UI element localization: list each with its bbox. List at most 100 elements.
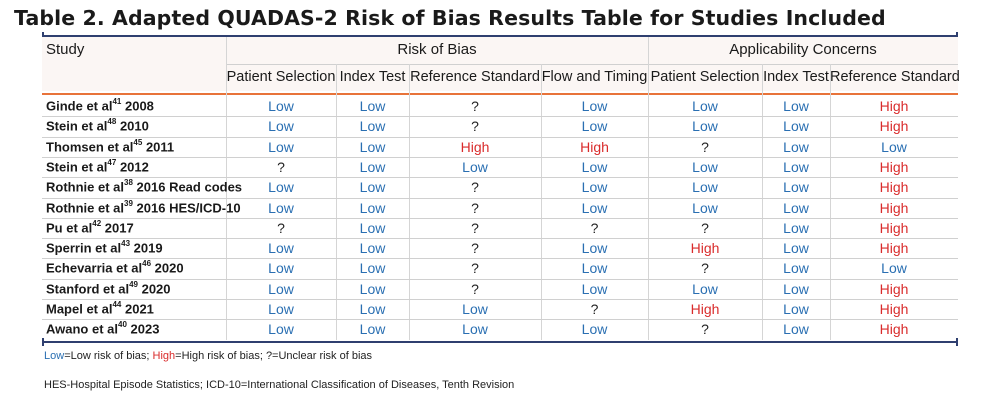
rating-cell: Low [783, 98, 809, 114]
header-subdivider [226, 64, 958, 65]
study-author: Pu et al [46, 220, 93, 236]
study-author: Stein et al [46, 118, 108, 134]
rating-cell: Low [581, 199, 608, 216]
study-year: 2016 Read codes [132, 179, 243, 195]
rating-cell: Low [692, 98, 718, 114]
rating-cell: ? [471, 199, 479, 216]
row-divider [42, 258, 958, 260]
study-name: Sperrin et al43 2019 [46, 239, 163, 256]
rating-cell: ? [701, 321, 709, 338]
row-divider [42, 299, 958, 300]
reference-number: 49 [129, 279, 138, 289]
rating-cell: Low [268, 321, 294, 338]
rating-cell: Low [462, 158, 488, 175]
rating-cell: Low [359, 321, 386, 338]
study-author: Rothnie et al [46, 199, 125, 215]
study-year: 2020 [151, 260, 184, 276]
rating-cell: Low [462, 301, 488, 317]
rating-cell: ? [701, 138, 709, 155]
study-author: Echevarria et al [46, 260, 143, 276]
study-year: 2021 [121, 301, 154, 317]
header-separator [42, 93, 958, 95]
rating-cell: Low [692, 118, 718, 135]
study-author: Mapel et al [46, 301, 113, 317]
column-divider [409, 64, 410, 340]
column-divider [648, 37, 649, 340]
rating-cell: Low [783, 219, 809, 236]
study-author: Stanford et al [46, 281, 130, 297]
rating-cell: Low [783, 260, 809, 277]
rating-cell: ? [590, 301, 599, 317]
rating-cell: ? [701, 219, 709, 236]
rating-cell: High [690, 301, 720, 317]
study-name: Rothnie et al39 2016 HES/ICD-10 [46, 199, 241, 215]
rating-cell: Low [881, 260, 907, 277]
rating-cell: Low [692, 158, 718, 175]
study-author: Rothnie et al [46, 179, 125, 195]
rating-cell: ? [277, 158, 285, 175]
study-author: Sperrin et al [46, 240, 122, 256]
rating-cell: Low [268, 138, 294, 155]
rating-cell: Low [783, 138, 809, 155]
reference-number: 46 [142, 259, 152, 269]
rating-cell: ? [471, 219, 479, 236]
rating-cell: Low [783, 240, 809, 257]
rating-cell: High [879, 118, 909, 135]
legend-low-text: =Low risk of bias; [64, 350, 153, 362]
rating-cell: Low [359, 301, 386, 317]
column-header: Patient Selection [650, 69, 760, 85]
rating-cell: Low [268, 199, 294, 216]
reference-number: 38 [124, 178, 133, 188]
rating-cell: Low [783, 179, 809, 196]
study-year: 2017 [101, 220, 134, 236]
legend-low-term: Low [44, 350, 65, 362]
reference-number: 43 [121, 239, 131, 249]
rating-cell: ? [471, 240, 479, 257]
rating-cell: High [879, 98, 909, 114]
rating-cell: Low [783, 321, 809, 338]
study-year: 2019 [130, 240, 163, 256]
rating-cell: Low [783, 301, 809, 317]
legend-high-term: High [152, 350, 176, 362]
row-divider [42, 156, 958, 158]
rating-cell: Low [268, 280, 294, 297]
reference-number: 41 [112, 97, 122, 106]
column-header: Index Test [339, 69, 406, 85]
column-header: Reference Standard [410, 69, 540, 85]
rating-cell: ? [471, 260, 479, 277]
reference-number: 47 [107, 157, 117, 167]
bottom-rule [42, 338, 958, 346]
rating-cell: High [460, 138, 490, 155]
rating-cell: Low [462, 321, 488, 338]
rating-cell: High [879, 158, 909, 175]
study-name: Rothnie et al38 2016 Read codes [46, 178, 243, 195]
row-divider [42, 197, 958, 199]
study-author: Stein et al [46, 159, 108, 175]
table-title: Table 2. Adapted QUADAS-2 Risk of Bias R… [14, 6, 886, 30]
legend-footnote: Low=Low risk of bias; High=High risk of … [44, 350, 372, 362]
rating-cell: Low [359, 219, 386, 236]
study-name: Awano et al40 2023 [46, 320, 159, 336]
row-divider [42, 136, 958, 138]
rating-cell: Low [268, 301, 294, 317]
rating-cell: High [879, 321, 909, 338]
rating-cell: High [879, 199, 909, 216]
rating-cell: Low [783, 199, 809, 216]
study-year: 2011 [142, 138, 175, 154]
rating-cell: Low [359, 280, 386, 297]
reference-number: 42 [92, 218, 102, 228]
study-name: Ginde et al41 2008 [46, 97, 154, 113]
reference-number: 40 [118, 320, 127, 330]
study-name: Echevarria et al46 2020 [46, 259, 184, 276]
rating-cell: Low [359, 179, 386, 196]
row-divider [42, 278, 958, 280]
rating-cell: High [879, 280, 909, 297]
rating-cell: Low [359, 158, 386, 175]
rating-cell: Low [692, 199, 718, 216]
row-divider [42, 319, 958, 321]
abbreviations-footnote: HES-Hospital Episode Statistics; ICD-10=… [44, 379, 515, 391]
rating-cell: Low [268, 179, 294, 196]
top-rule [42, 32, 958, 40]
rating-cell: Low [581, 240, 608, 257]
study-year: 2010 [116, 118, 149, 134]
